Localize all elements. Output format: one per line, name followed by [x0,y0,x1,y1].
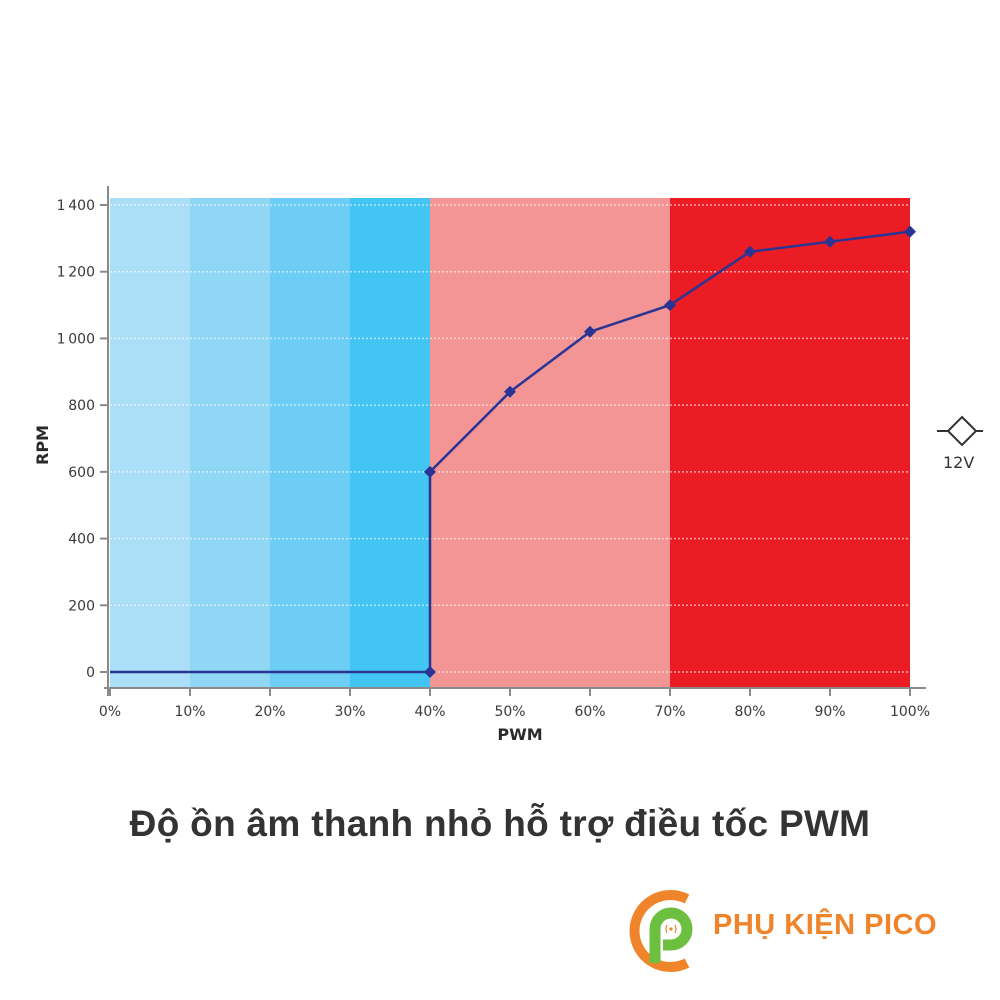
y-tick-label: 0 [86,665,95,681]
data-point-diamond [584,325,596,338]
y-tick-label: 800 [68,398,95,414]
data-point-diamond [664,299,676,312]
pico-logo-icon [629,890,693,972]
data-point-diamond [504,385,516,398]
x-tick-label: 60% [574,704,605,720]
y-tick-label: 400 [68,532,95,548]
data-point-diamond [424,666,436,678]
data-point-diamond [904,225,916,238]
y-tick-label: 1 000 [57,331,95,347]
y-axis-title: RPM [33,425,52,465]
data-point-diamond [744,245,756,258]
x-tick-label: 90% [814,704,845,720]
y-tick-label: 1 400 [57,198,95,214]
legend-label: 12V [943,453,975,472]
y-tick-label: 200 [68,598,95,614]
legend: 12V [935,413,995,483]
x-tick-label: 0% [99,704,121,720]
x-tick-label: 50% [494,704,525,720]
rpm-vs-pwm-chart: 0 200 400 600 800 1 000 1 200 1 400 0% 10% 20% 30%… [33,186,930,744]
y-axis-ticks: 0 200 400 600 800 1 000 1 200 1 400 [57,198,108,681]
x-tick-label: 80% [734,704,765,720]
x-tick-label: 40% [414,704,445,720]
diamond-marker-icon [937,415,983,447]
gridlines [110,204,910,673]
data-series-12v [110,225,916,678]
x-tick-label: 30% [334,704,365,720]
x-axis-ticks: 0% 10% 20% 30% 40% 50% 60% 70% 80% 90% 100% [99,688,930,720]
x-tick-label: 70% [654,704,685,720]
brand-name: PHỤ KIỆN PICO [713,909,938,941]
y-tick-label: 600 [68,465,95,481]
data-point-diamond [824,235,836,248]
x-tick-label: 20% [254,704,285,720]
x-axis-title: PWM [497,725,542,744]
data-point-diamond [424,465,436,478]
brand-logo: PHỤ KIỆN PICO [625,885,965,975]
x-tick-label: 100% [890,704,930,720]
y-tick-label: 1 200 [57,265,95,281]
caption: Độ ồn âm thanh nhỏ hỗ trợ điều tốc PWM [129,803,871,844]
x-tick-label: 10% [174,704,205,720]
